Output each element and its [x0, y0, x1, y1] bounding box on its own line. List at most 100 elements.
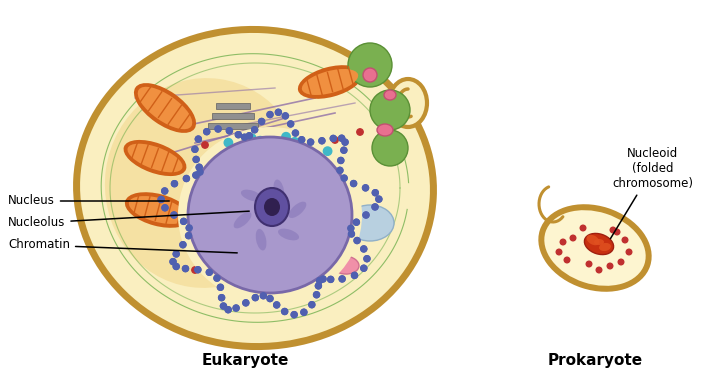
Circle shape [364, 256, 370, 262]
Circle shape [252, 295, 258, 301]
Circle shape [320, 276, 326, 282]
Ellipse shape [586, 235, 600, 245]
Circle shape [338, 135, 345, 141]
Circle shape [307, 139, 314, 145]
Circle shape [570, 235, 576, 241]
Circle shape [273, 140, 282, 148]
Circle shape [171, 212, 177, 218]
Circle shape [197, 169, 203, 175]
Circle shape [376, 196, 382, 202]
Circle shape [185, 232, 192, 238]
Circle shape [314, 292, 319, 298]
Circle shape [560, 239, 566, 245]
Circle shape [337, 167, 343, 173]
Circle shape [220, 303, 227, 309]
Circle shape [300, 155, 309, 163]
Ellipse shape [127, 144, 183, 172]
Ellipse shape [178, 127, 362, 303]
Circle shape [195, 267, 201, 273]
Circle shape [324, 147, 332, 155]
Circle shape [261, 293, 266, 299]
Circle shape [330, 135, 336, 141]
Circle shape [215, 126, 221, 132]
Ellipse shape [584, 233, 614, 255]
Ellipse shape [256, 229, 266, 251]
Circle shape [227, 232, 233, 238]
Circle shape [342, 139, 348, 145]
Circle shape [372, 190, 378, 196]
Ellipse shape [264, 198, 280, 216]
Circle shape [243, 300, 249, 306]
Circle shape [580, 225, 586, 231]
Text: Prokaryote: Prokaryote [547, 354, 643, 369]
Circle shape [319, 138, 325, 144]
Circle shape [290, 149, 298, 158]
Circle shape [241, 134, 248, 140]
Circle shape [339, 276, 345, 282]
Ellipse shape [278, 229, 299, 240]
Ellipse shape [370, 90, 410, 130]
Ellipse shape [292, 243, 329, 267]
Circle shape [357, 129, 363, 135]
Circle shape [319, 138, 325, 144]
Circle shape [350, 180, 357, 186]
Circle shape [267, 111, 273, 117]
Circle shape [239, 148, 246, 157]
Circle shape [364, 256, 370, 262]
Circle shape [252, 295, 258, 301]
Ellipse shape [594, 239, 604, 245]
Circle shape [181, 218, 187, 224]
Circle shape [170, 259, 176, 265]
Circle shape [241, 134, 248, 140]
Circle shape [350, 180, 357, 186]
Ellipse shape [302, 69, 358, 95]
Circle shape [314, 292, 319, 298]
Circle shape [204, 129, 210, 135]
Ellipse shape [80, 33, 430, 343]
Ellipse shape [538, 204, 651, 292]
Circle shape [316, 161, 324, 170]
Ellipse shape [599, 243, 611, 251]
Circle shape [610, 227, 616, 233]
Circle shape [196, 164, 202, 170]
Circle shape [235, 132, 241, 138]
Circle shape [246, 133, 252, 139]
Circle shape [556, 249, 562, 255]
Circle shape [351, 272, 358, 278]
Circle shape [193, 172, 199, 178]
Circle shape [330, 135, 336, 141]
Circle shape [290, 138, 299, 146]
Circle shape [332, 137, 338, 143]
Circle shape [607, 263, 613, 269]
Circle shape [292, 130, 299, 136]
Circle shape [299, 137, 304, 143]
Circle shape [338, 158, 344, 164]
Circle shape [180, 242, 186, 248]
Ellipse shape [544, 210, 646, 286]
Circle shape [241, 147, 249, 155]
Ellipse shape [234, 212, 251, 228]
Circle shape [372, 204, 378, 210]
Circle shape [362, 185, 369, 191]
Circle shape [161, 188, 168, 194]
Circle shape [214, 275, 220, 281]
Circle shape [615, 229, 620, 235]
Circle shape [173, 251, 179, 257]
Ellipse shape [241, 190, 262, 201]
Circle shape [214, 275, 220, 281]
Circle shape [271, 163, 280, 172]
Ellipse shape [377, 124, 393, 136]
Circle shape [282, 113, 288, 119]
Circle shape [362, 185, 369, 191]
Circle shape [181, 218, 187, 224]
Ellipse shape [384, 90, 396, 100]
Text: Nucleolus: Nucleolus [8, 211, 249, 230]
Circle shape [282, 113, 288, 119]
Circle shape [162, 205, 168, 211]
Circle shape [307, 139, 314, 145]
Circle shape [215, 126, 221, 132]
Ellipse shape [298, 65, 362, 99]
Circle shape [192, 267, 198, 273]
Ellipse shape [134, 83, 196, 133]
Circle shape [246, 133, 252, 139]
